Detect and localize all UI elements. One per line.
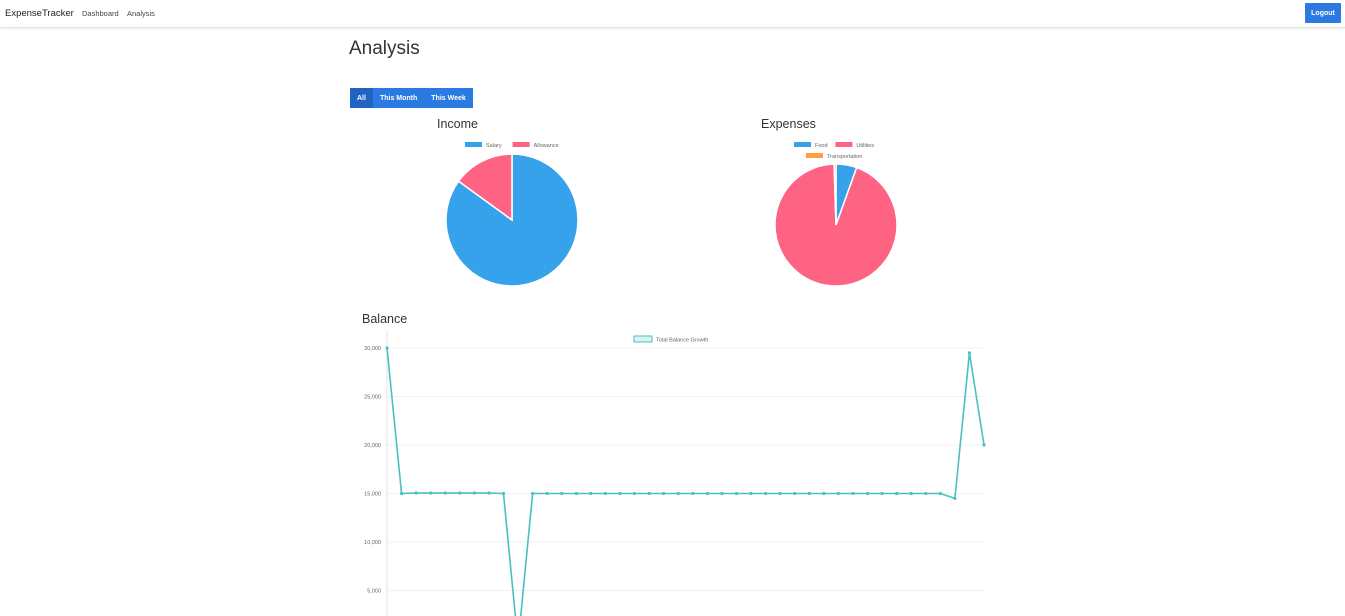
balance-data-point[interactable] [982, 443, 986, 447]
y-tick-label: 25,000 [364, 395, 381, 401]
balance-data-point[interactable] [632, 491, 637, 496]
expenses-title: Expenses [761, 117, 816, 131]
y-tick-label: 20,000 [364, 443, 381, 449]
balance-data-point[interactable] [720, 491, 724, 496]
brand-logo[interactable]: ExpenseTracker [5, 8, 74, 19]
legend-swatch-utilities[interactable] [835, 142, 853, 147]
balance-data-point[interactable] [414, 491, 418, 495]
balance-data-point[interactable] [574, 491, 578, 496]
balance-data-point[interactable] [618, 491, 622, 496]
navbar: ExpenseTracker Dashboard Analysis Logout [0, 0, 1345, 28]
legend-swatch-allowance[interactable] [512, 142, 530, 147]
pie-slice-transportation[interactable] [833, 163, 837, 226]
balance-data-point[interactable] [662, 491, 666, 496]
legend-label-utilities[interactable]: Utilities [856, 143, 874, 149]
balance-data-point[interactable] [924, 491, 928, 496]
y-tick-label: 15,000 [364, 492, 381, 498]
balance-data-point[interactable] [676, 491, 680, 496]
legend-label-allowance[interactable]: Allowance [534, 143, 559, 149]
filter-this-month-button[interactable]: This Month [379, 94, 418, 102]
balance-data-point[interactable] [895, 491, 899, 496]
expenses-pie-chart: Food Utilities Transportation [774, 142, 898, 287]
income-pie-chart: Salary Allowance [445, 142, 579, 287]
pie-slice-allowance[interactable] [457, 153, 513, 222]
balance-data-point[interactable] [443, 491, 447, 495]
legend-label-salary[interactable]: Salary [486, 143, 502, 149]
balance-data-point[interactable] [807, 491, 811, 496]
period-filter-group: All This Month This Week [350, 88, 473, 108]
balance-data-point[interactable] [603, 491, 608, 496]
legend-swatch-total-balance-growth[interactable] [633, 335, 653, 343]
y-tick-label: 30,000 [364, 346, 381, 352]
balance-data-point[interactable] [531, 491, 535, 496]
balance-data-point[interactable] [749, 491, 753, 496]
balance-data-point[interactable] [385, 346, 389, 350]
balance-data-point[interactable] [851, 491, 855, 496]
balance-data-point[interactable] [545, 491, 549, 496]
balance-data-point[interactable] [487, 491, 491, 495]
balance-data-point[interactable] [399, 491, 404, 496]
balance-data-point[interactable] [429, 491, 433, 495]
y-tick-label: 5,000 [367, 589, 381, 595]
y-tick-label: 10,000 [364, 540, 381, 546]
balance-line-chart: 30,000 25,000 20,000 15,000 10,000 5,000 Tota… [364, 330, 986, 616]
balance-data-point[interactable] [793, 491, 797, 496]
legend-swatch-salary[interactable] [465, 142, 482, 147]
balance-data-point[interactable] [705, 491, 709, 496]
balance-data-point[interactable] [501, 491, 506, 496]
balance-data-point[interactable] [734, 491, 739, 496]
page-title: Analysis [349, 38, 420, 59]
balance-data-point[interactable] [865, 491, 870, 496]
balance-data-point[interactable] [822, 491, 826, 496]
filter-this-week-button[interactable]: This Week [431, 94, 466, 102]
balance-data-point[interactable] [967, 351, 972, 355]
income-title: Income [437, 117, 478, 131]
balance-data-point[interactable] [938, 491, 942, 496]
legend-label-food[interactable]: Food [815, 143, 828, 149]
legend-label-total-balance-growth[interactable]: Total Balance Growth [656, 338, 708, 344]
legend-label-transportation[interactable]: Transportation [827, 154, 862, 160]
balance-data-point[interactable] [458, 491, 462, 495]
legend-swatch-food[interactable] [794, 142, 811, 147]
balance-data-point[interactable] [560, 491, 564, 496]
legend-swatch-transportation[interactable] [806, 153, 823, 158]
balance-data-point[interactable] [472, 491, 476, 495]
balance-data-point[interactable] [778, 491, 782, 496]
balance-data-point[interactable] [953, 496, 957, 500]
nav-link-dashboard[interactable]: Dashboard [82, 9, 119, 18]
balance-data-point[interactable] [836, 491, 840, 496]
balance-title: Balance [362, 312, 408, 326]
logout-button[interactable]: Logout [1305, 3, 1341, 23]
balance-data-point[interactable] [691, 491, 695, 496]
balance-data-point[interactable] [763, 491, 768, 496]
balance-data-point[interactable] [909, 491, 913, 496]
pie-slice-utilities[interactable] [774, 163, 898, 287]
filter-all-button[interactable]: All [350, 88, 373, 108]
balance-data-point[interactable] [880, 491, 884, 496]
balance-data-point[interactable] [647, 491, 651, 496]
nav-link-analysis[interactable]: Analysis [127, 9, 155, 18]
balance-data-point[interactable] [589, 491, 593, 496]
balance-series-line [386, 347, 985, 616]
